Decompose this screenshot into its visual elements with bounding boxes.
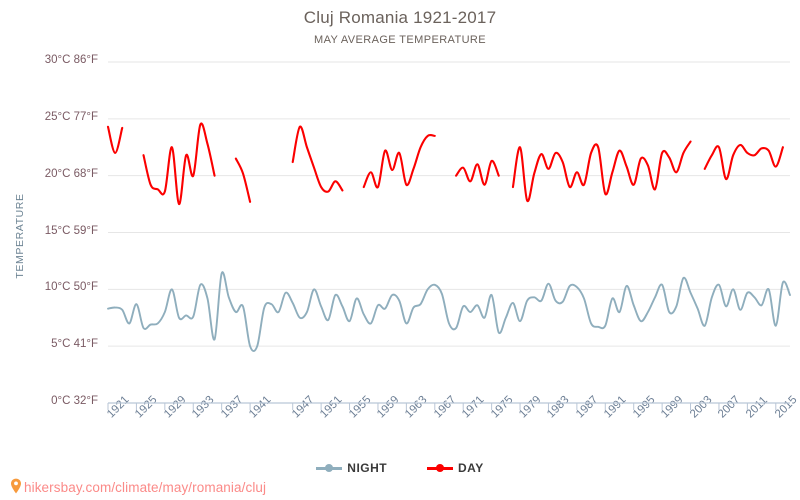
page-title: Cluj Romania 1921-2017 — [303, 8, 497, 27]
chart-legend: NIGHT DAY — [0, 460, 800, 475]
y-tick-label: 15°C 59°F — [44, 224, 98, 237]
y-tick-label: 5°C 41°F — [51, 338, 98, 351]
chart-subtitle: MAY AVERAGE TEMPERATURE — [314, 34, 486, 46]
y-tick-label: 10°C 50°F — [44, 281, 98, 294]
legend-label-night: NIGHT — [347, 461, 388, 476]
legend-item-night[interactable]: NIGHT — [316, 460, 387, 475]
day-line-icon — [426, 462, 453, 474]
y-tick-label: 25°C 77°F — [44, 110, 98, 123]
source-url-text: hikersbay.com/climate/may/romania/cluj — [24, 480, 267, 495]
series-line-night — [107, 271, 791, 353]
series-line-day — [106, 122, 784, 206]
y-tick-label: 20°C 68°F — [44, 167, 98, 180]
source-url[interactable]: hikersbay.com/climate/may/romania/cluj — [10, 478, 266, 497]
legend-item-day[interactable]: DAY — [426, 460, 484, 476]
map-pin-icon — [10, 478, 22, 497]
y-tick-label: 30°C 86°F — [44, 54, 98, 66]
night-line-icon — [316, 462, 343, 474]
legend-label-day: DAY — [457, 461, 484, 476]
y-tick-label: 0°C 32°F — [51, 395, 98, 407]
